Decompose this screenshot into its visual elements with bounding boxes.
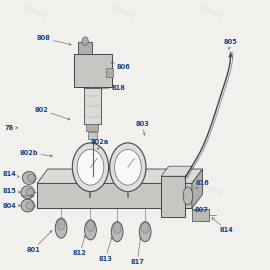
Ellipse shape — [111, 222, 123, 242]
Text: 806: 806 — [111, 62, 131, 70]
Text: 815: 815 — [2, 188, 21, 194]
Polygon shape — [161, 166, 193, 176]
Text: 818: 818 — [101, 85, 126, 92]
Text: PINNACLE: PINNACLE — [198, 181, 223, 196]
Bar — [88, 132, 97, 139]
Text: 817: 817 — [130, 237, 144, 265]
Bar — [75, 55, 112, 87]
Text: 805: 805 — [224, 39, 238, 49]
Text: PINNACLE: PINNACLE — [22, 181, 46, 196]
Text: 802a: 802a — [91, 139, 109, 150]
Text: PINNACLE: PINNACLE — [22, 4, 46, 19]
Text: 812: 812 — [73, 235, 87, 256]
Circle shape — [114, 149, 141, 185]
Text: PINNACLE: PINNACLE — [110, 4, 135, 19]
Text: 807: 807 — [194, 207, 208, 213]
Circle shape — [77, 149, 104, 185]
Text: 78: 78 — [4, 125, 18, 131]
Ellipse shape — [21, 186, 35, 199]
Ellipse shape — [26, 188, 34, 196]
Ellipse shape — [87, 221, 94, 232]
Text: 813: 813 — [98, 237, 113, 262]
Ellipse shape — [26, 202, 34, 210]
Bar — [37, 183, 192, 208]
Text: 804: 804 — [2, 202, 21, 208]
Ellipse shape — [27, 174, 35, 182]
Polygon shape — [37, 169, 202, 183]
Text: PINNACLE: PINNACLE — [110, 181, 135, 196]
Ellipse shape — [21, 199, 35, 212]
Circle shape — [110, 143, 146, 192]
Text: 802b: 802b — [20, 150, 52, 157]
Bar — [161, 176, 185, 217]
Bar — [106, 68, 113, 77]
Ellipse shape — [85, 220, 96, 240]
Ellipse shape — [139, 222, 151, 242]
Text: 814: 814 — [2, 171, 19, 177]
Bar — [192, 210, 209, 221]
Circle shape — [82, 37, 88, 45]
Bar — [79, 42, 92, 55]
Text: 802: 802 — [34, 107, 70, 120]
Ellipse shape — [183, 187, 193, 205]
Bar — [84, 89, 101, 124]
Text: 814: 814 — [212, 218, 234, 233]
Ellipse shape — [22, 171, 36, 184]
Ellipse shape — [57, 219, 65, 230]
Polygon shape — [192, 169, 202, 208]
Ellipse shape — [141, 222, 149, 234]
Ellipse shape — [55, 218, 67, 238]
Text: PINNACLE: PINNACLE — [198, 4, 223, 19]
Text: 816: 816 — [196, 180, 210, 188]
Text: 808: 808 — [37, 35, 71, 45]
Ellipse shape — [113, 222, 121, 234]
Text: 803: 803 — [136, 121, 150, 135]
Bar — [86, 124, 99, 131]
Text: 801: 801 — [26, 231, 52, 253]
Circle shape — [72, 143, 109, 192]
